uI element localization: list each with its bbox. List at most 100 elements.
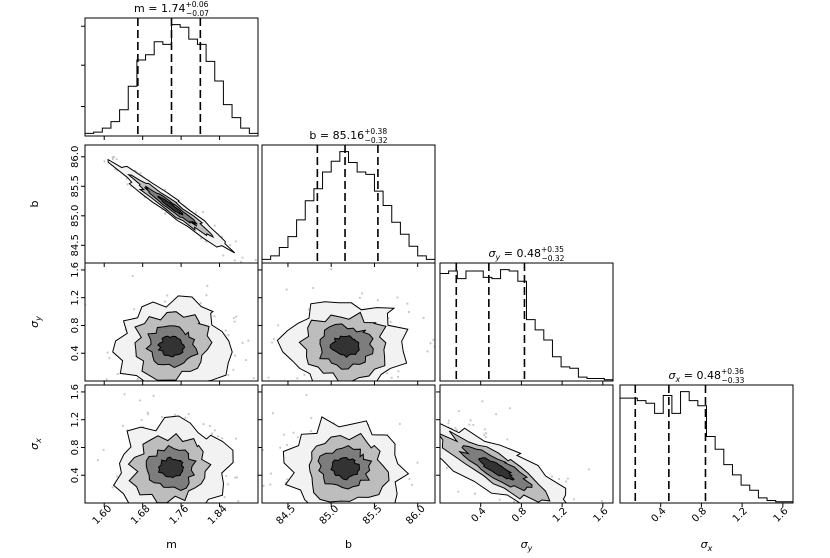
sample-point <box>223 496 226 499</box>
title-value: = 0.48 <box>680 369 721 382</box>
sample-point <box>173 413 176 416</box>
sample-point <box>437 378 439 380</box>
sample-point <box>457 490 460 493</box>
x-axis-label-sy: σy <box>521 538 533 553</box>
y-axis-label-sy: σy <box>28 316 43 328</box>
x-tick-label: 1.68 <box>129 503 153 527</box>
sample-point <box>206 284 209 287</box>
sample-point <box>106 351 109 354</box>
sample-point <box>208 424 211 428</box>
sample-point <box>163 212 167 215</box>
x-tick-label: 84.5 <box>274 503 298 527</box>
sample-point <box>146 411 149 414</box>
scatter-panel-m-sx: 0.4 0.8 1.2 1.6 σx <box>28 384 259 504</box>
sample-point <box>202 423 205 426</box>
sample-point <box>429 342 432 345</box>
sample-point <box>484 432 488 435</box>
sample-point <box>267 376 270 379</box>
sample-point <box>277 324 280 327</box>
sample-point <box>550 475 554 478</box>
sample-point <box>252 377 255 380</box>
sample-point <box>213 429 216 432</box>
histogram-sx <box>619 391 794 503</box>
sample-point <box>396 296 399 299</box>
sample-point <box>233 259 236 262</box>
sample-point <box>131 274 134 278</box>
sample-point <box>121 424 125 428</box>
sample-point <box>454 427 457 430</box>
sample-point <box>285 288 288 291</box>
contour-level-3 <box>477 457 515 481</box>
x-tick-label: 1.2 <box>551 506 570 525</box>
contour-level-3 <box>157 195 184 216</box>
sample-point <box>234 476 237 479</box>
x-tick-label: 1.2 <box>731 506 750 525</box>
sample-point <box>310 416 313 420</box>
sample-point <box>194 211 198 214</box>
sample-point <box>455 429 459 432</box>
hist-panel-sy: σy = 0.48+0.35 −0.32 <box>439 245 614 382</box>
x-tick-label: 1.6 <box>772 506 791 525</box>
sample-point <box>285 443 289 447</box>
panel-title-b: b = 85.16+0.38 −0.32 <box>309 127 387 145</box>
sample-point <box>227 483 230 486</box>
title-main: σ <box>489 247 497 260</box>
sample-point <box>139 171 142 175</box>
sample-point <box>233 354 237 357</box>
sample-point <box>410 483 414 486</box>
sample-point <box>138 399 142 402</box>
sample-point <box>296 377 299 380</box>
sample-point <box>247 339 250 342</box>
sample-point <box>483 433 486 436</box>
sample-point <box>587 468 590 471</box>
x-tick-label: 85.0 <box>318 503 342 527</box>
sample-point <box>166 294 169 297</box>
sample-point <box>105 378 108 381</box>
sample-point <box>227 373 230 377</box>
sample-point <box>271 341 274 344</box>
sample-point <box>202 210 205 214</box>
title-sup: +0.06 <box>185 0 208 9</box>
sample-point <box>235 476 239 479</box>
sample-point <box>222 254 225 257</box>
sample-point <box>406 302 409 305</box>
scatter-panel-b-sy <box>258 262 439 382</box>
x-axis-label-sx: σx <box>701 538 713 553</box>
scatter-panel-sy-sx <box>436 384 614 504</box>
panel-title-m: m = 1.74+0.06 −0.07 <box>134 0 209 18</box>
sample-point <box>426 350 429 353</box>
title-sup: +0.35 <box>541 245 564 254</box>
y-tick-label: 0.8 <box>70 318 81 334</box>
sample-point <box>229 244 232 247</box>
sample-point <box>376 299 379 302</box>
sample-point <box>163 188 167 191</box>
sample-point <box>498 498 501 501</box>
sample-point <box>473 492 477 495</box>
sample-point <box>205 294 208 297</box>
sample-point <box>224 329 227 332</box>
panel-title-sy: σy = 0.48+0.35 −0.32 <box>489 245 565 263</box>
sample-point <box>123 393 126 396</box>
sample-point <box>163 300 167 303</box>
sample-point <box>184 416 187 419</box>
y-tick-label: 0.4 <box>70 345 81 361</box>
sample-point <box>89 142 91 144</box>
sample-point <box>235 315 238 318</box>
x-tick-label: 85.5 <box>361 503 385 527</box>
sample-point <box>160 415 164 419</box>
sample-point <box>447 422 450 425</box>
sample-point <box>398 422 401 426</box>
title-sub: −0.33 <box>721 376 744 385</box>
sample-point <box>307 308 310 311</box>
y-tick-label: 85.0 <box>70 205 81 227</box>
sample-point <box>557 477 561 481</box>
y-tick-label: 1.2 <box>70 412 81 428</box>
panel-frame <box>84 262 259 382</box>
sample-point <box>600 499 604 503</box>
sample-point <box>397 370 400 373</box>
sample-point <box>140 418 143 422</box>
panel-frame <box>439 384 614 504</box>
sample-point <box>237 500 240 503</box>
title-sub: −0.32 <box>365 136 388 145</box>
sample-point <box>469 419 472 422</box>
